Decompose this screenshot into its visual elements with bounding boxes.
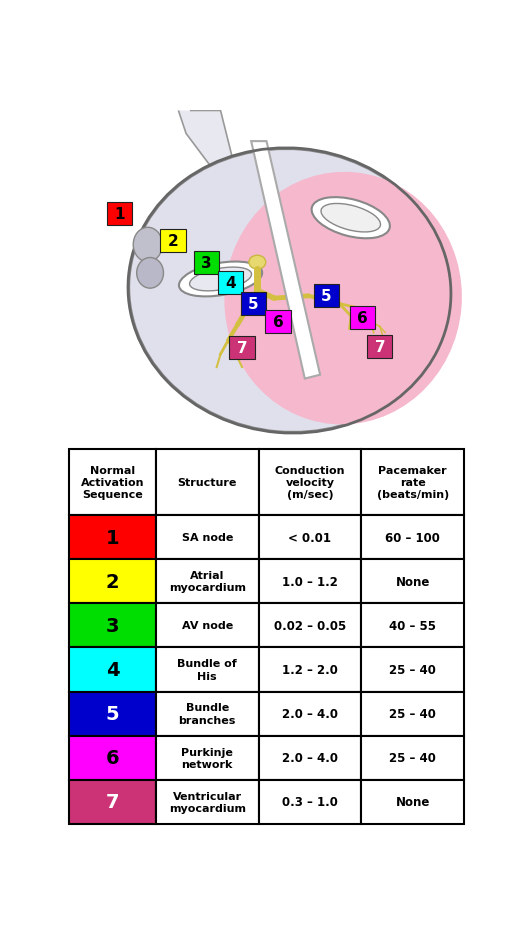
PathPatch shape <box>178 111 251 207</box>
Bar <box>258 604 361 648</box>
Text: Purkinje
network: Purkinje network <box>181 747 233 769</box>
Bar <box>258 560 361 604</box>
Text: < 0.01: < 0.01 <box>289 531 331 544</box>
Ellipse shape <box>224 173 462 425</box>
Bar <box>156 604 258 648</box>
Ellipse shape <box>311 198 390 239</box>
Text: 2: 2 <box>106 573 119 591</box>
Text: None: None <box>395 795 430 808</box>
FancyBboxPatch shape <box>241 292 266 316</box>
Text: 0.3 – 1.0: 0.3 – 1.0 <box>282 795 338 808</box>
Bar <box>258 449 361 516</box>
Bar <box>156 736 258 780</box>
Ellipse shape <box>137 258 163 289</box>
Bar <box>156 560 258 604</box>
Bar <box>361 691 464 736</box>
Bar <box>156 691 258 736</box>
Text: 6: 6 <box>272 315 283 329</box>
Text: Bundle
branches: Bundle branches <box>178 702 236 725</box>
Ellipse shape <box>133 228 162 263</box>
Text: 5: 5 <box>321 289 332 304</box>
FancyBboxPatch shape <box>349 306 375 329</box>
Text: Ventricular
myocardium: Ventricular myocardium <box>169 791 246 813</box>
Text: 60 – 100: 60 – 100 <box>385 531 440 544</box>
Text: Conduction
velocity
(m/sec): Conduction velocity (m/sec) <box>275 465 345 500</box>
Text: 5: 5 <box>248 297 259 312</box>
Ellipse shape <box>179 263 262 297</box>
Text: None: None <box>395 575 430 588</box>
Text: 5: 5 <box>106 704 119 723</box>
Bar <box>156 516 258 560</box>
Bar <box>69 691 156 736</box>
Ellipse shape <box>190 268 252 291</box>
Bar <box>258 691 361 736</box>
Bar <box>258 736 361 780</box>
Text: 25 – 40: 25 – 40 <box>389 664 436 677</box>
Bar <box>361 780 464 824</box>
Text: 3: 3 <box>106 616 119 635</box>
Bar <box>69 449 156 516</box>
Text: Bundle of
His: Bundle of His <box>177 659 237 681</box>
Ellipse shape <box>129 149 450 432</box>
Bar <box>69 648 156 691</box>
Bar <box>258 516 361 560</box>
Text: Structure: Structure <box>177 477 237 487</box>
Bar <box>156 780 258 824</box>
Bar <box>69 736 156 780</box>
Text: 1: 1 <box>106 528 119 548</box>
Text: 2.0 – 4.0: 2.0 – 4.0 <box>282 752 338 765</box>
Text: 40 – 55: 40 – 55 <box>389 619 436 632</box>
Text: SA node: SA node <box>181 533 233 543</box>
Bar <box>69 780 156 824</box>
Text: Normal
Activation
Sequence: Normal Activation Sequence <box>81 465 144 500</box>
Text: 1.2 – 2.0: 1.2 – 2.0 <box>282 664 338 677</box>
Ellipse shape <box>321 204 381 233</box>
FancyBboxPatch shape <box>265 310 291 333</box>
Bar <box>258 648 361 691</box>
Text: 1: 1 <box>114 207 125 222</box>
FancyBboxPatch shape <box>229 337 255 360</box>
Text: 25 – 40: 25 – 40 <box>389 752 436 765</box>
Ellipse shape <box>249 256 266 270</box>
Bar <box>361 516 464 560</box>
Text: Atrial
myocardium: Atrial myocardium <box>169 571 246 593</box>
Text: 7: 7 <box>106 793 119 811</box>
Text: 6: 6 <box>357 311 368 326</box>
FancyBboxPatch shape <box>194 251 219 275</box>
Bar <box>361 560 464 604</box>
Text: 7: 7 <box>374 340 385 354</box>
Bar <box>258 780 361 824</box>
Text: 3: 3 <box>201 255 212 270</box>
Text: 4: 4 <box>106 661 119 679</box>
Text: 7: 7 <box>237 342 248 356</box>
FancyBboxPatch shape <box>218 272 243 295</box>
Bar <box>156 449 258 516</box>
Bar <box>156 648 258 691</box>
FancyBboxPatch shape <box>161 230 186 253</box>
Bar <box>69 560 156 604</box>
Bar <box>69 604 156 648</box>
Bar <box>361 604 464 648</box>
Text: 25 – 40: 25 – 40 <box>389 707 436 720</box>
Bar <box>361 449 464 516</box>
Bar <box>361 736 464 780</box>
Text: 1.0 – 1.2: 1.0 – 1.2 <box>282 575 338 588</box>
Text: 4: 4 <box>225 276 236 291</box>
FancyBboxPatch shape <box>107 203 132 226</box>
Bar <box>69 516 156 560</box>
Bar <box>361 648 464 691</box>
Text: 2.0 – 4.0: 2.0 – 4.0 <box>282 707 338 720</box>
Text: Pacemaker
rate
(beats/min): Pacemaker rate (beats/min) <box>376 465 449 500</box>
Text: 0.02 – 0.05: 0.02 – 0.05 <box>274 619 346 632</box>
Text: 6: 6 <box>106 749 119 767</box>
FancyBboxPatch shape <box>314 285 339 308</box>
Text: 2: 2 <box>167 234 178 249</box>
Text: AV node: AV node <box>181 621 233 631</box>
Polygon shape <box>251 142 320 380</box>
FancyBboxPatch shape <box>367 336 393 358</box>
